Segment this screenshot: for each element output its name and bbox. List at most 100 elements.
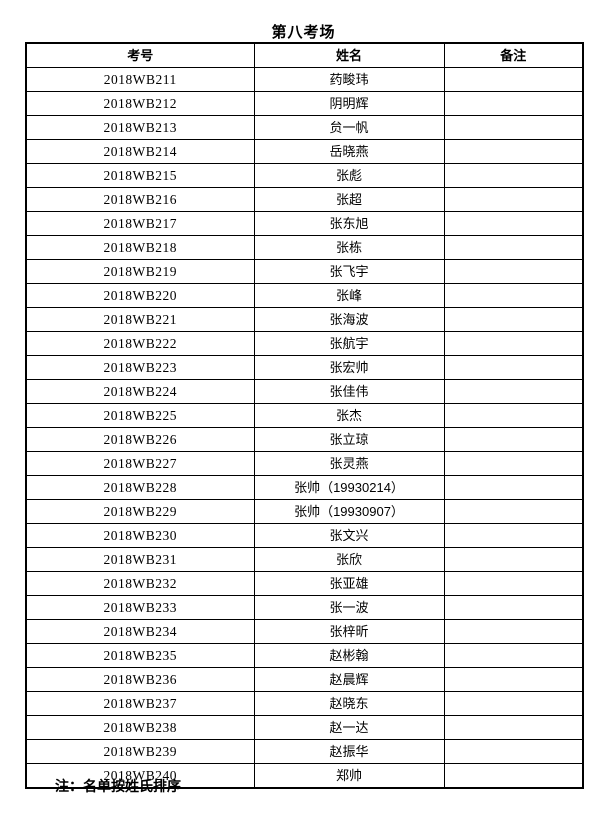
table-row: 2018WB231 张欣 [25,547,584,572]
exam-no-cell: 2018WB217 [25,211,255,236]
exam-no-cell: 2018WB211 [25,67,255,92]
table-row: 2018WB218 张栋 [25,235,584,260]
table-row: 2018WB214 岳晓燕 [25,139,584,164]
exam-table-body: 2018WB211 药畯玮 2018WB212 阴明辉 2018WB213 贠一帆 2018… [25,67,584,789]
name-cell: 张一波 [253,595,445,620]
remark-cell [443,163,584,188]
exam-no-cell: 2018WB223 [25,355,255,380]
name-cell: 岳晓燕 [253,139,445,164]
name-cell: 张海波 [253,307,445,332]
exam-no-cell: 2018WB233 [25,595,255,620]
name-cell: 赵一达 [253,715,445,740]
name-cell: 张超 [253,187,445,212]
name-cell: 张梓昕 [253,619,445,644]
col-header-exam-no: 考号 [25,42,255,68]
exam-no-cell: 2018WB231 [25,547,255,572]
remark-cell [443,331,584,356]
name-cell: 阴明辉 [253,91,445,116]
remark-cell [443,451,584,476]
exam-no-cell: 2018WB230 [25,523,255,548]
remark-cell [443,187,584,212]
table-row: 2018WB219 张飞宇 [25,259,584,284]
table-row: 2018WB230 张文兴 [25,523,584,548]
remark-cell [443,691,584,716]
table-row: 2018WB238 赵一达 [25,715,584,740]
remark-cell [443,355,584,380]
page-title: 第八考场 [271,24,336,41]
remark-cell [443,595,584,620]
exam-no-cell: 2018WB228 [25,475,255,500]
exam-no-cell: 2018WB215 [25,163,255,188]
table-row: 2018WB229 张帅（19930907） [25,499,584,524]
name-cell: 张帅（19930214） [253,475,445,500]
remark-cell [443,235,584,260]
remark-cell [443,643,584,668]
exam-no-cell: 2018WB212 [25,91,255,116]
table-row: 2018WB224 张佳伟 [25,379,584,404]
exam-no-cell: 2018WB232 [25,571,255,596]
name-cell: 张亚雄 [253,571,445,596]
table-row: 2018WB233 张一波 [25,595,584,620]
name-cell: 贠一帆 [253,115,445,140]
name-cell: 张栋 [253,235,445,260]
exam-no-cell: 2018WB234 [25,619,255,644]
exam-no-cell: 2018WB219 [25,259,255,284]
name-cell: 赵彬翰 [253,643,445,668]
remark-cell [443,523,584,548]
name-cell: 张帅（19930907） [253,499,445,524]
table-row: 2018WB223 张宏帅 [25,355,584,380]
name-cell: 张彪 [253,163,445,188]
remark-cell [443,475,584,500]
name-cell: 张文兴 [253,523,445,548]
name-cell: 张宏帅 [253,355,445,380]
table-row: 2018WB237 赵晓东 [25,691,584,716]
footnote: 注：名单按姓氏排序 [55,778,181,794]
table-row: 2018WB211 药畯玮 [25,67,584,92]
table-row: 2018WB239 赵振华 [25,739,584,764]
remark-cell [443,763,584,789]
table-header-row: 考号 姓名 备注 [25,42,584,68]
exam-no-cell: 2018WB235 [25,643,255,668]
exam-no-cell: 2018WB240 [25,763,255,789]
remark-cell [443,427,584,452]
name-cell: 张飞宇 [253,259,445,284]
table-row: 2018WB227 张灵燕 [25,451,584,476]
name-cell: 药畯玮 [253,67,445,92]
exam-no-cell: 2018WB226 [25,427,255,452]
name-cell: 赵晓东 [253,691,445,716]
name-cell: 赵晨辉 [253,667,445,692]
col-header-remark: 备注 [443,42,584,68]
remark-cell [443,667,584,692]
table-row: 2018WB222 张航宇 [25,331,584,356]
remark-cell [443,91,584,116]
name-cell: 张杰 [253,403,445,428]
table-row: 2018WB215 张彪 [25,163,584,188]
exam-no-cell: 2018WB220 [25,283,255,308]
remark-cell [443,139,584,164]
col-header-name: 姓名 [253,42,445,68]
table-row: 2018WB236 赵晨辉 [25,667,584,692]
table-row: 2018WB217 张东旭 [25,211,584,236]
name-cell: 张航宇 [253,331,445,356]
name-cell: 郑帅 [253,763,445,789]
exam-roster-table: 考号 姓名 备注 2018WB211 药畯玮 2018WB212 阴明辉 2018WB2… [25,42,584,789]
remark-cell [443,739,584,764]
table-row: 2018WB228 张帅（19930214） [25,475,584,500]
exam-no-cell: 2018WB236 [25,667,255,692]
exam-no-cell: 2018WB238 [25,715,255,740]
name-cell: 张灵燕 [253,451,445,476]
name-cell: 张欣 [253,547,445,572]
table-row: 2018WB226 张立琼 [25,427,584,452]
name-cell: 张佳伟 [253,379,445,404]
remark-cell [443,403,584,428]
table-row: 2018WB235 赵彬翰 [25,643,584,668]
name-cell: 张东旭 [253,211,445,236]
remark-cell [443,211,584,236]
exam-no-cell: 2018WB227 [25,451,255,476]
name-cell: 赵振华 [253,739,445,764]
exam-no-cell: 2018WB225 [25,403,255,428]
remark-cell [443,283,584,308]
table-row: 2018WB234 张梓昕 [25,619,584,644]
table-row: 2018WB225 张杰 [25,403,584,428]
